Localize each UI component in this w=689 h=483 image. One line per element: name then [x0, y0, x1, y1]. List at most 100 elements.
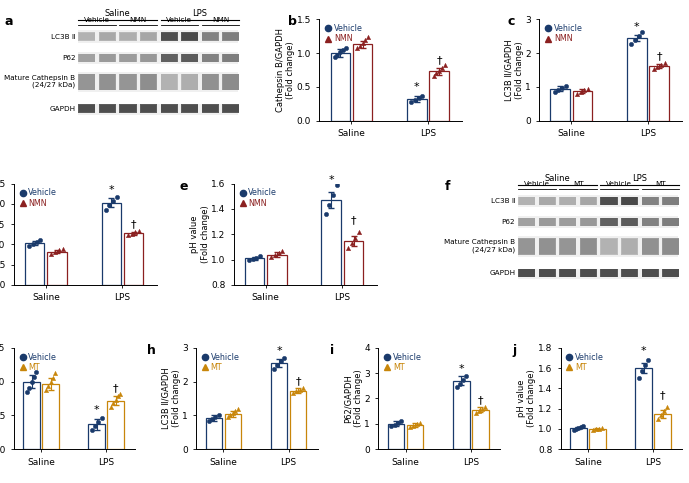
Bar [140, 32, 157, 41]
Bar [589, 429, 606, 483]
Bar [560, 269, 576, 277]
Point [360, 36, 371, 44]
Bar [635, 368, 652, 483]
Point [411, 421, 422, 428]
Text: Vehicle: Vehicle [524, 181, 550, 187]
Point [433, 67, 444, 74]
Point [28, 373, 39, 381]
Point [275, 357, 286, 365]
Bar [517, 195, 677, 207]
Bar [518, 197, 535, 205]
Bar [581, 218, 596, 226]
Bar [181, 74, 198, 90]
Text: †: † [477, 396, 483, 405]
Legend: Vehicle, MT: Vehicle, MT [200, 352, 240, 373]
Bar [225, 414, 241, 449]
Point [338, 46, 349, 54]
Point [575, 423, 586, 431]
Bar [663, 269, 679, 277]
Bar [642, 239, 658, 254]
Point [274, 249, 285, 256]
Bar [662, 218, 679, 226]
Point [269, 251, 280, 258]
Bar [663, 239, 679, 254]
Bar [560, 197, 576, 204]
Point [409, 97, 420, 104]
Point [457, 376, 469, 384]
Bar [551, 88, 570, 121]
Bar [161, 54, 177, 62]
Bar [331, 53, 350, 121]
Point [652, 415, 664, 423]
Text: a: a [5, 15, 13, 28]
Point [332, 51, 343, 59]
Point [288, 390, 299, 398]
Bar [223, 54, 239, 62]
Point [278, 354, 289, 362]
Bar [202, 74, 219, 90]
Bar [649, 66, 669, 121]
Point [633, 32, 644, 40]
Text: f: f [444, 180, 450, 193]
Bar [621, 269, 637, 277]
Bar [662, 269, 679, 277]
Text: LPS: LPS [633, 173, 648, 183]
Bar [141, 105, 156, 112]
Point [229, 407, 240, 415]
Point [207, 415, 218, 423]
Point [53, 247, 64, 255]
Point [392, 419, 403, 427]
Bar [600, 218, 617, 226]
Legend: Vehicle, NMN: Vehicle, NMN [238, 187, 278, 208]
Point [346, 239, 357, 247]
Bar [518, 269, 535, 277]
Legend: Vehicle, NMN: Vehicle, NMN [323, 23, 364, 44]
Bar [641, 197, 659, 205]
Bar [519, 218, 535, 226]
Text: LC3B Ⅱ: LC3B Ⅱ [491, 198, 515, 204]
Point [266, 253, 277, 261]
Bar [141, 74, 156, 90]
Bar [101, 203, 121, 285]
Bar [539, 269, 556, 277]
Point [43, 382, 54, 389]
Text: *: * [276, 346, 282, 356]
Bar [539, 238, 556, 255]
Bar [539, 197, 556, 205]
Bar [25, 243, 44, 285]
Bar [120, 74, 136, 90]
Bar [570, 428, 586, 483]
Bar [518, 218, 535, 226]
Bar [99, 74, 116, 90]
Bar [267, 255, 287, 386]
Bar [289, 391, 307, 449]
Point [210, 413, 221, 421]
Bar [600, 269, 617, 277]
Bar [79, 54, 95, 62]
Bar [79, 33, 95, 40]
Point [105, 403, 116, 411]
Text: b: b [288, 15, 297, 28]
Bar [182, 74, 198, 90]
Bar [519, 197, 535, 204]
Point [225, 411, 236, 419]
Point [473, 407, 484, 414]
Point [406, 99, 417, 106]
Point [560, 82, 571, 90]
Point [413, 95, 424, 102]
Bar [641, 269, 659, 277]
Bar [223, 33, 238, 40]
Point [351, 44, 362, 52]
Point [643, 356, 654, 364]
Bar [581, 197, 596, 204]
Point [50, 369, 61, 377]
Bar [140, 104, 157, 113]
Point [31, 239, 42, 246]
Bar [78, 30, 238, 43]
Bar [245, 258, 265, 386]
Bar [407, 99, 426, 121]
Text: *: * [329, 175, 334, 185]
Point [21, 388, 32, 396]
Text: *: * [108, 185, 114, 195]
Bar [48, 252, 67, 285]
